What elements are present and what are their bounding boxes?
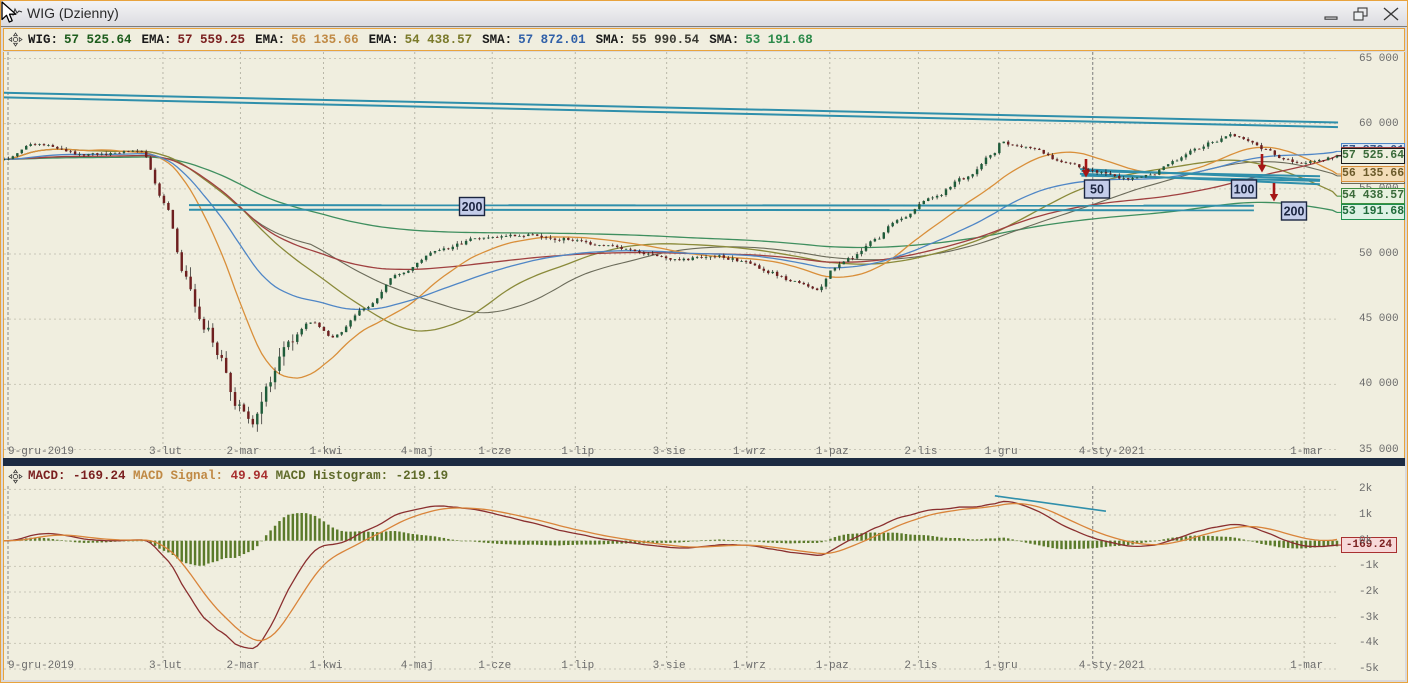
svg-text:50: 50: [1090, 183, 1104, 197]
svg-text:200: 200: [462, 200, 483, 214]
svg-text:200: 200: [1284, 205, 1305, 219]
svg-text:100: 100: [1234, 183, 1255, 197]
